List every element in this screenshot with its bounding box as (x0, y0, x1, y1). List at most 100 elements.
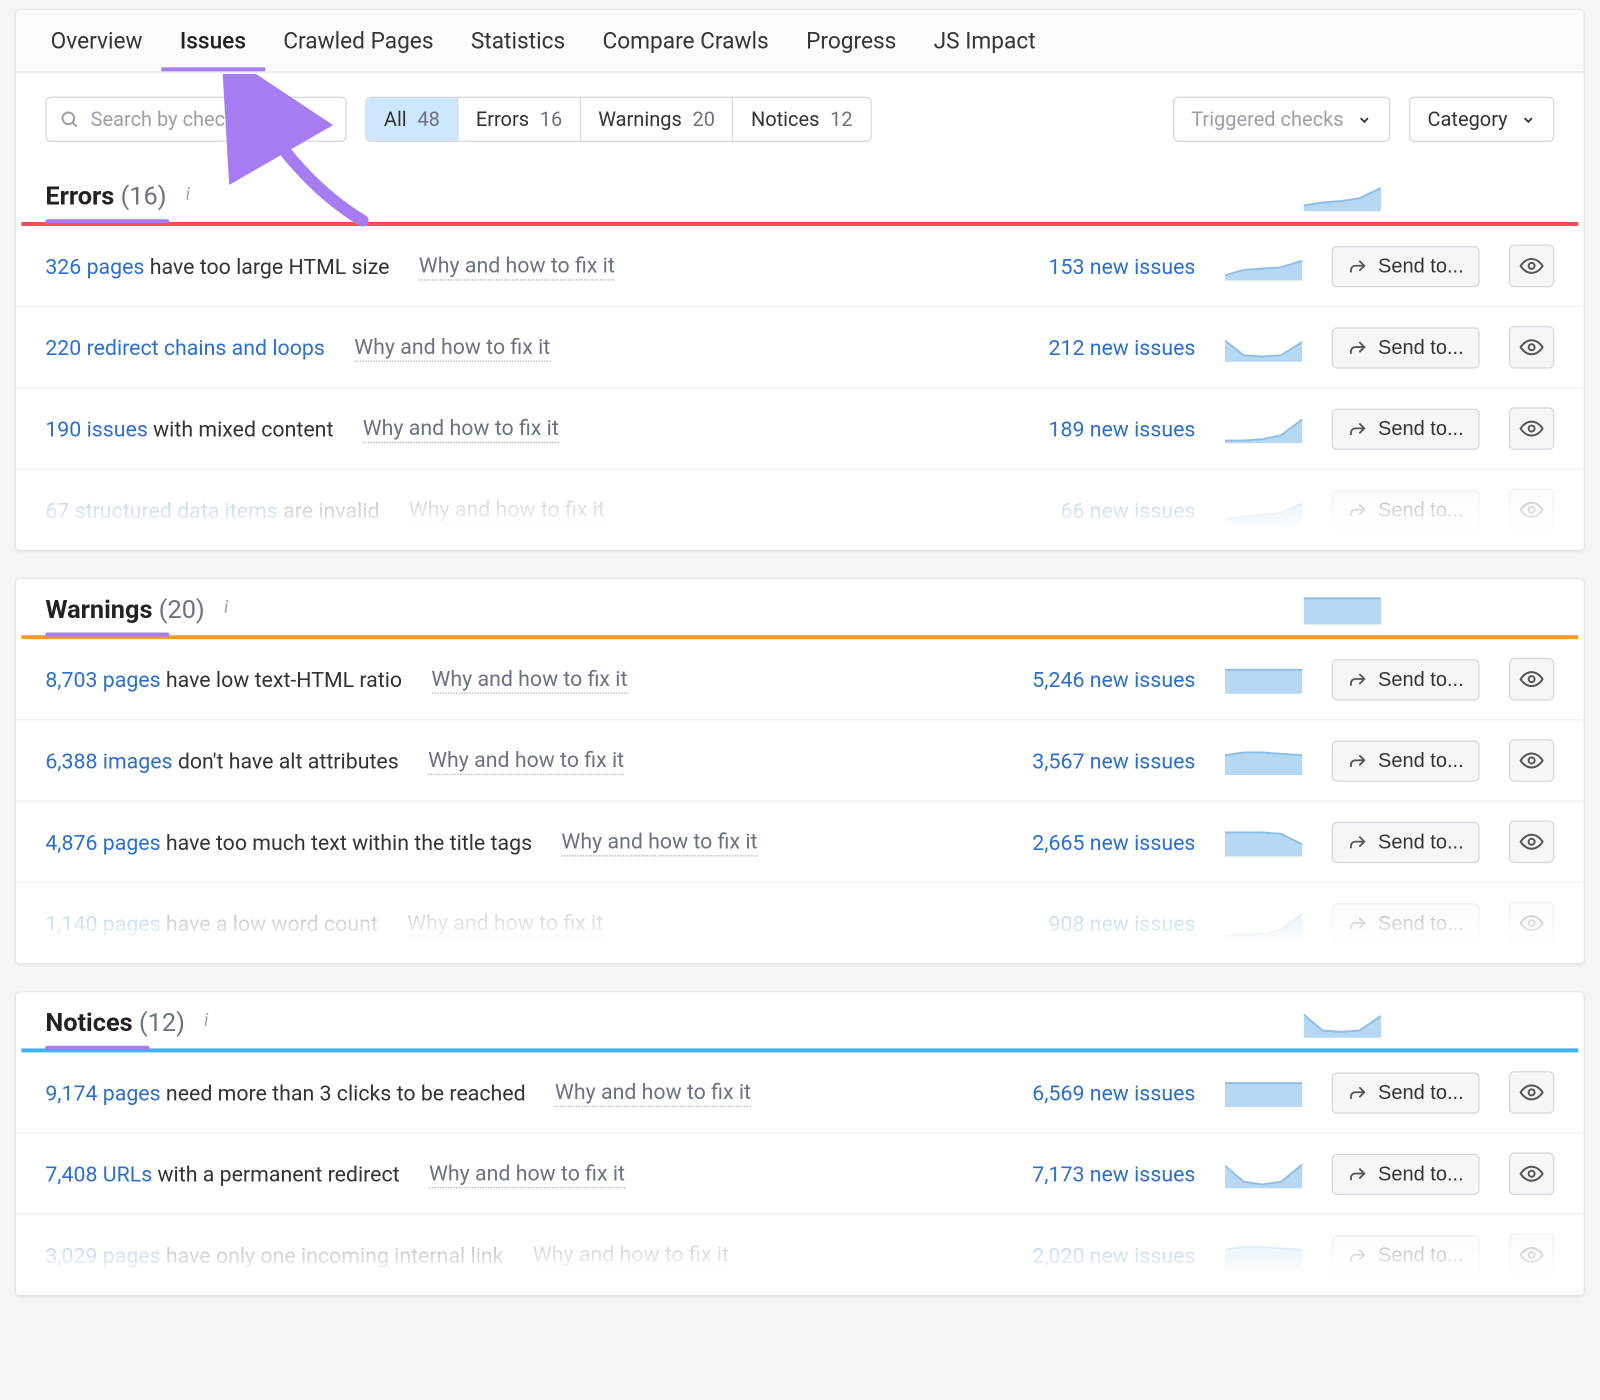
info-icon[interactable]: i (196, 1011, 217, 1032)
view-button[interactable] (1509, 1152, 1554, 1195)
issue-row: 6,388 images don't have alt attributes W… (16, 720, 1584, 801)
send-to-button[interactable]: Send to... (1331, 1072, 1479, 1113)
sparkline-icon (1225, 1240, 1302, 1269)
issue-description[interactable]: 6,388 images don't have alt attributes (45, 748, 398, 773)
filter-pill-warnings[interactable]: Warnings20 (581, 98, 734, 141)
sparkline-icon (1225, 1078, 1302, 1107)
sparkline-icon (1225, 414, 1302, 443)
why-how-link[interactable]: Why and how to fix it (409, 496, 605, 524)
tab-statistics[interactable]: Statistics (452, 10, 584, 71)
issue-row: 3,029 pages have only one incoming inter… (16, 1215, 1584, 1295)
issue-row: 326 pages have too large HTML size Why a… (16, 226, 1584, 307)
view-button[interactable] (1509, 1071, 1554, 1114)
view-button[interactable] (1509, 820, 1554, 863)
send-to-button[interactable]: Send to... (1331, 740, 1479, 781)
sparkline-icon (1304, 593, 1381, 625)
new-issues-count[interactable]: 153 new issues (995, 253, 1195, 278)
sparkline-icon (1225, 746, 1302, 775)
issue-row: 9,174 pages need more than 3 clicks to b… (16, 1052, 1584, 1133)
new-issues-count[interactable]: 212 new issues (995, 335, 1195, 360)
issue-row: 1,140 pages have a low word count Why an… (16, 883, 1584, 963)
why-how-link[interactable]: Why and how to fix it (533, 1241, 729, 1269)
filter-pill-notices[interactable]: Notices12 (734, 98, 870, 141)
view-button[interactable] (1509, 245, 1554, 288)
tab-overview[interactable]: Overview (32, 10, 161, 71)
panel-warnings: Warnings (20) i 8,703 pages have low tex… (16, 579, 1584, 963)
issue-description[interactable]: 1,140 pages have a low word count (45, 910, 378, 935)
tab-progress[interactable]: Progress (787, 10, 915, 71)
why-how-link[interactable]: Why and how to fix it (428, 746, 624, 774)
sparkline-icon (1225, 1159, 1302, 1188)
issue-row: 8,703 pages have low text-HTML ratio Why… (16, 639, 1584, 720)
tab-issues[interactable]: Issues (161, 10, 264, 71)
tab-crawled-pages[interactable]: Crawled Pages (265, 10, 453, 71)
send-to-button[interactable]: Send to... (1331, 1234, 1479, 1275)
new-issues-count[interactable]: 6,569 new issues (995, 1080, 1195, 1105)
sparkline-icon (1304, 1006, 1381, 1038)
issue-description[interactable]: 326 pages have too large HTML size (45, 253, 389, 278)
filter-pillbar: All48Errors16Warnings20Notices12 (365, 97, 871, 142)
section-underline (45, 219, 169, 223)
issue-description[interactable]: 4,876 pages have too much text within th… (45, 829, 532, 854)
view-button[interactable] (1509, 326, 1554, 369)
triggered-checks-dropdown[interactable]: Triggered checks (1173, 97, 1391, 142)
view-button[interactable] (1509, 407, 1554, 450)
new-issues-count[interactable]: 189 new issues (995, 416, 1195, 441)
sparkline-icon (1225, 908, 1302, 937)
why-how-link[interactable]: Why and how to fix it (555, 1078, 751, 1106)
sparkline-icon (1225, 333, 1302, 362)
sparkline-icon (1225, 827, 1302, 856)
why-how-link[interactable]: Why and how to fix it (429, 1160, 625, 1188)
section-header-notice: Notices (12) i (16, 992, 1584, 1048)
view-button[interactable] (1509, 489, 1554, 532)
issue-description[interactable]: 8,703 pages have low text-HTML ratio (45, 667, 402, 692)
view-button[interactable] (1509, 1234, 1554, 1277)
view-button[interactable] (1509, 658, 1554, 701)
why-how-link[interactable]: Why and how to fix it (407, 909, 603, 937)
issue-row: 67 structured data items are invalid Why… (16, 470, 1584, 550)
panel-notices: Notices (12) i 9,174 pages need more tha… (16, 992, 1584, 1295)
new-issues-count[interactable]: 908 new issues (995, 910, 1195, 935)
toolbar: Search by check All48Errors16Warnings20N… (16, 73, 1584, 166)
send-to-button[interactable]: Send to... (1331, 821, 1479, 862)
issue-description[interactable]: 9,174 pages need more than 3 clicks to b… (45, 1080, 525, 1105)
issue-description[interactable]: 190 issues with mixed content (45, 416, 333, 441)
tab-compare-crawls[interactable]: Compare Crawls (584, 10, 788, 71)
search-input[interactable]: Search by check (45, 97, 346, 142)
info-icon[interactable]: i (215, 598, 236, 619)
new-issues-count[interactable]: 66 new issues (995, 497, 1195, 522)
why-how-link[interactable]: Why and how to fix it (419, 252, 615, 280)
issue-row: 190 issues with mixed content Why and ho… (16, 389, 1584, 470)
tab-js-impact[interactable]: JS Impact (915, 10, 1054, 71)
panel-errors: OverviewIssuesCrawled PagesStatisticsCom… (16, 10, 1584, 550)
send-to-button[interactable]: Send to... (1331, 902, 1479, 943)
why-how-link[interactable]: Why and how to fix it (354, 333, 550, 361)
new-issues-count[interactable]: 2,020 new issues (995, 1242, 1195, 1267)
issue-description[interactable]: 7,408 URLs with a permanent redirect (45, 1161, 399, 1186)
issue-description[interactable]: 220 redirect chains and loops (45, 335, 325, 360)
sparkline-icon (1304, 179, 1381, 211)
send-to-button[interactable]: Send to... (1331, 245, 1479, 286)
send-to-button[interactable]: Send to... (1331, 659, 1479, 700)
view-button[interactable] (1509, 902, 1554, 945)
send-to-button[interactable]: Send to... (1331, 1153, 1479, 1194)
new-issues-count[interactable]: 2,665 new issues (995, 829, 1195, 854)
search-placeholder: Search by check (91, 107, 236, 131)
info-icon[interactable]: i (177, 185, 198, 206)
filter-pill-all[interactable]: All48 (367, 98, 459, 141)
issue-description[interactable]: 3,029 pages have only one incoming inter… (45, 1242, 503, 1267)
new-issues-count[interactable]: 3,567 new issues (995, 748, 1195, 773)
category-dropdown[interactable]: Category (1409, 97, 1554, 142)
why-how-link[interactable]: Why and how to fix it (431, 665, 627, 693)
view-button[interactable] (1509, 739, 1554, 782)
send-to-button[interactable]: Send to... (1331, 489, 1479, 530)
send-to-button[interactable]: Send to... (1331, 408, 1479, 449)
send-to-button[interactable]: Send to... (1331, 327, 1479, 368)
filter-pill-errors[interactable]: Errors16 (459, 98, 581, 141)
issue-description[interactable]: 67 structured data items are invalid (45, 497, 379, 522)
new-issues-count[interactable]: 5,246 new issues (995, 667, 1195, 692)
why-how-link[interactable]: Why and how to fix it (363, 415, 559, 443)
why-how-link[interactable]: Why and how to fix it (561, 828, 757, 856)
tab-bar: OverviewIssuesCrawled PagesStatisticsCom… (16, 10, 1584, 73)
new-issues-count[interactable]: 7,173 new issues (995, 1161, 1195, 1186)
